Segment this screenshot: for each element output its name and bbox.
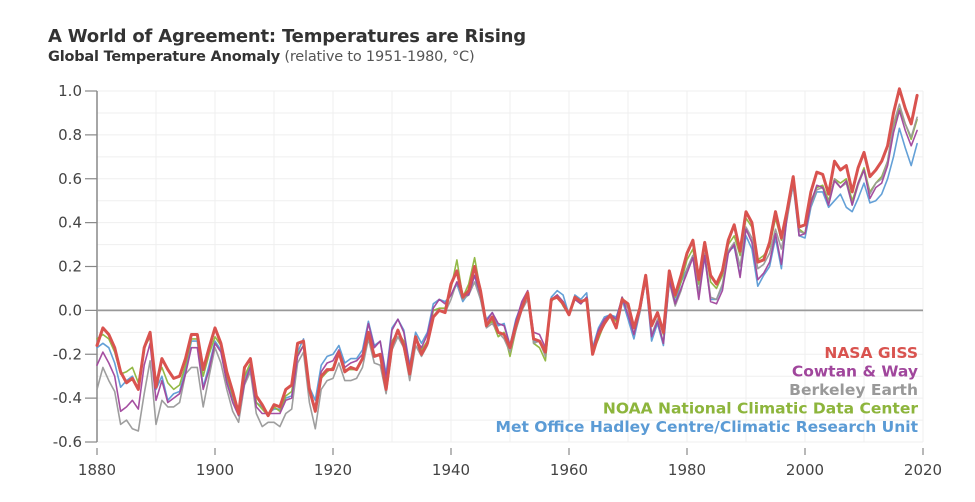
y-tick-label: 0.0 — [58, 301, 82, 319]
subtitle-note: (relative to 1951-1980, °C) — [279, 49, 475, 65]
y-tick-label: 0.4 — [58, 214, 82, 232]
x-tick-label: 1880 — [78, 461, 116, 479]
y-tick-label: 0.2 — [58, 258, 82, 276]
x-tick-label: 1960 — [550, 461, 588, 479]
y-tick-label: 1.0 — [58, 82, 82, 100]
y-tick-label: 0.8 — [58, 126, 82, 144]
x-tick-label: 2000 — [786, 461, 824, 479]
gridlines — [97, 90, 924, 443]
x-tick-label: 1920 — [314, 461, 352, 479]
x-tick-label: 1980 — [668, 461, 706, 479]
legend-entry: Met Office Hadley Centre/Climatic Resear… — [496, 418, 919, 436]
legend-entry: Berkeley Earth — [789, 381, 918, 399]
y-tick-label: 0.6 — [58, 170, 82, 188]
axes: 1.0 0.8 0.6 0.4 0.2 0.0 -0.2 -0.4 -0.6 1880 1900 19… — [53, 82, 942, 479]
legend-entry: Cowtan & Way — [792, 363, 918, 381]
legend-entry: NOAA National Climatic Data Center — [603, 400, 918, 418]
y-tick-label: -0.2 — [53, 345, 82, 363]
series-lines — [95, 87, 919, 432]
legend-entry: NASA GISS — [824, 344, 918, 362]
x-tick-label: 2020 — [904, 461, 942, 479]
series-line-cowtan-way — [96, 109, 918, 417]
x-tick-label: 1940 — [432, 461, 470, 479]
series-line-nasa-giss — [95, 87, 919, 418]
series-line-berkeley-earth — [96, 103, 918, 432]
chart-title: A World of Agreement: Temperatures are R… — [48, 26, 526, 47]
y-tick-label: -0.4 — [53, 389, 82, 407]
subtitle-main: Global Temperature Anomaly — [48, 49, 280, 65]
y-tick-label: -0.6 — [53, 433, 82, 451]
chart-subtitle: Global Temperature Anomaly (relative to … — [48, 49, 475, 65]
x-tick-label: 1900 — [196, 461, 234, 479]
